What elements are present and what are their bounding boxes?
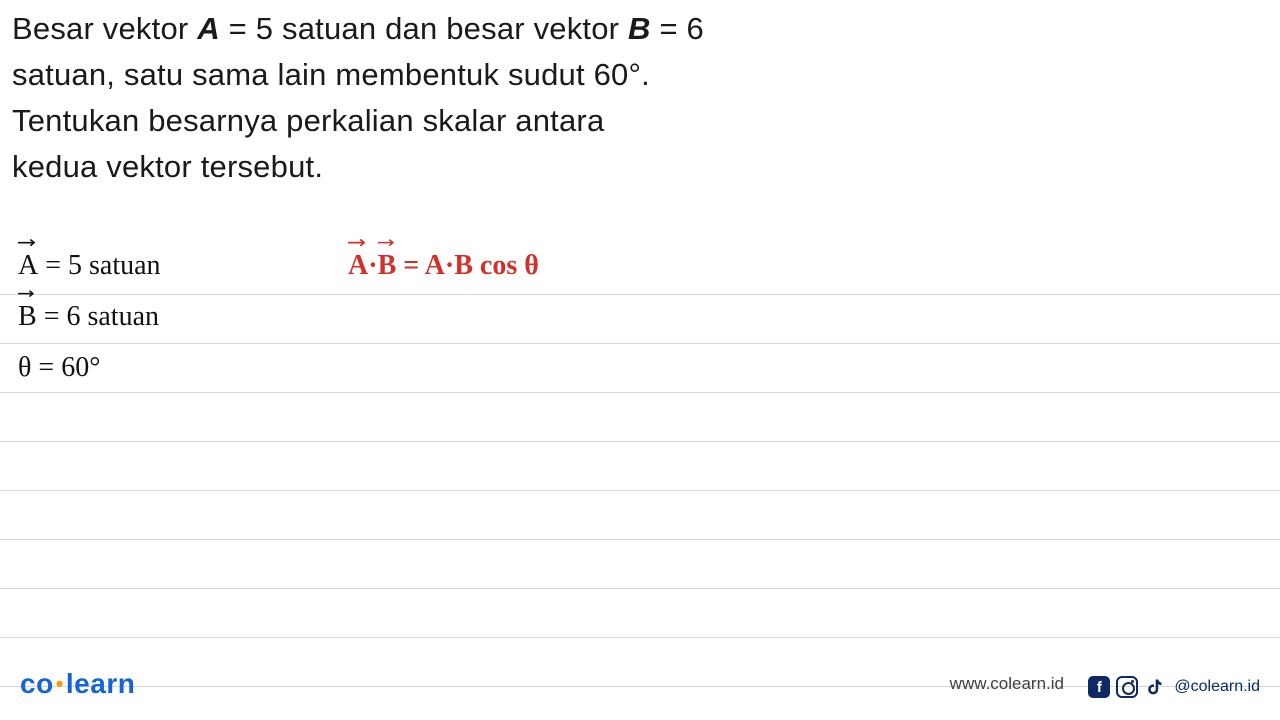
rule-line: [0, 540, 1280, 589]
q1-vector-B: B: [628, 11, 651, 46]
given-b-value: = 6 satuan: [37, 301, 159, 332]
q4-text: kedua vektor tersebut.: [12, 149, 323, 184]
rule-line: [0, 442, 1280, 491]
vector-b-letter: B: [18, 301, 37, 332]
vector-arrow-icon: [378, 236, 397, 248]
social-handle: @colearn.id: [1174, 678, 1260, 696]
given-vector-a: A = 5 satuan: [18, 250, 161, 282]
rule-line: [0, 344, 1280, 393]
rule-line: [0, 393, 1280, 442]
eq-rhs: = A·B cos θ: [396, 250, 539, 281]
vector-a-symbol: A: [18, 250, 38, 282]
given-vector-b: B = 6 satuan: [18, 301, 159, 333]
eq-vector-a-symbol: A: [348, 250, 368, 282]
question-line-3: Tentukan besarnya perkalian skalar antar…: [12, 98, 732, 144]
q3-text: Tentukan besarnya perkalian skalar antar…: [12, 103, 604, 138]
logo-dot: •: [54, 671, 66, 696]
given-a-value: = 5 satuan: [38, 250, 160, 281]
question-block: Besar vektor A = 5 satuan dan besar vekt…: [12, 6, 732, 190]
q1-vector-A: A: [197, 11, 220, 46]
given-theta: θ = 60°: [18, 352, 100, 384]
q1-mid: = 5 satuan dan besar vektor: [220, 11, 628, 46]
rule-line: [0, 246, 1280, 295]
eq-vector-b-symbol: B: [378, 250, 397, 282]
given-theta-text: θ = 60°: [18, 352, 100, 383]
rule-line: [0, 589, 1280, 638]
logo-learn: learn: [66, 668, 135, 699]
question-line-1: Besar vektor A = 5 satuan dan besar vekt…: [12, 6, 732, 52]
q2-text: satuan, satu sama lain membentuk sudut 6…: [12, 57, 650, 92]
social-links: f @colearn.id: [1088, 676, 1260, 698]
q1-suffix: = 6: [651, 11, 704, 46]
vector-arrow-icon: [18, 287, 37, 299]
brand-logo: co•learn: [20, 668, 135, 700]
instagram-icon: [1116, 676, 1138, 698]
footer: co•learn www.colearn.id f @colearn.id: [0, 662, 1280, 702]
vector-arrow-icon: [18, 236, 38, 248]
logo-co: co: [20, 668, 54, 699]
vector-a-letter: A: [18, 250, 38, 281]
eq-dot: ·: [368, 250, 377, 281]
facebook-icon: f: [1088, 676, 1110, 698]
vector-b-symbol: B: [18, 301, 37, 333]
rule-line: [0, 491, 1280, 540]
q1-prefix: Besar vektor: [12, 11, 197, 46]
ruled-lines: [0, 246, 1280, 687]
dot-product-equation: A · B = A·B cos θ: [348, 250, 539, 282]
eq-a-letter: A: [348, 250, 368, 281]
question-line-4: kedua vektor tersebut.: [12, 144, 732, 190]
tiktok-icon: [1144, 676, 1166, 698]
question-line-2: satuan, satu sama lain membentuk sudut 6…: [12, 52, 732, 98]
rule-line: [0, 295, 1280, 344]
site-url: www.colearn.id: [950, 674, 1064, 694]
eq-b-letter: B: [378, 250, 397, 281]
vector-arrow-icon: [348, 236, 368, 248]
